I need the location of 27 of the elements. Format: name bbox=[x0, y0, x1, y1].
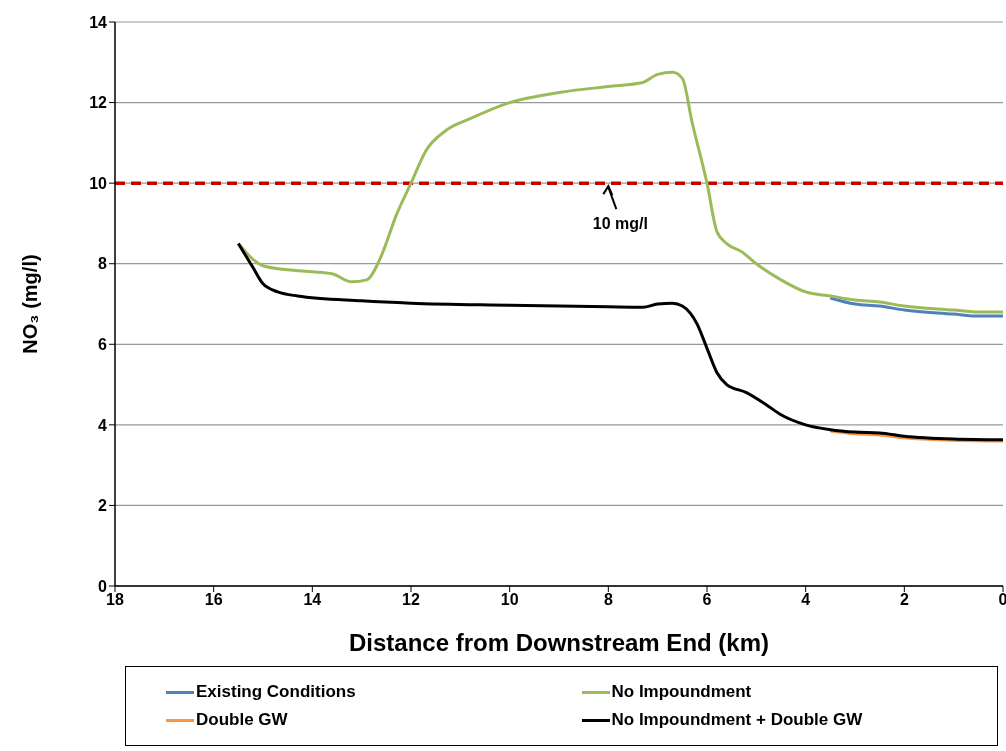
legend-label: Double GW bbox=[196, 710, 288, 730]
legend-label: Existing Conditions bbox=[196, 682, 356, 702]
x-tick-label: 12 bbox=[402, 591, 420, 609]
y-tick-label: 10 bbox=[89, 174, 108, 192]
x-axis-title: Distance from Downstream End (km) bbox=[348, 629, 770, 656]
x-tick-label: 8 bbox=[603, 591, 613, 609]
y-tick-label: 4 bbox=[98, 416, 108, 434]
line-series bbox=[828, 296, 1003, 318]
y-tick-label: 6 bbox=[98, 335, 108, 353]
x-tick-label: 14 bbox=[303, 591, 322, 609]
annotation: 10 mg/l bbox=[592, 215, 648, 233]
y-tick-label: 8 bbox=[98, 255, 108, 273]
y-tick-label: 12 bbox=[89, 94, 108, 112]
x-tick-label: 16 bbox=[204, 591, 223, 609]
y-tick-label: 14 bbox=[89, 13, 108, 31]
line-series bbox=[236, 242, 1003, 442]
x-tick-label: 2 bbox=[899, 591, 909, 609]
x-tick-label: 6 bbox=[702, 591, 712, 609]
x-tick-label: 10 bbox=[500, 591, 519, 609]
y-tick-label: 2 bbox=[98, 497, 108, 515]
legend-label: No Impoundment + Double GW bbox=[611, 710, 863, 730]
y-axis-title: NO₃ (mg/l) bbox=[19, 254, 42, 354]
x-tick-label: 0 bbox=[998, 591, 1006, 609]
x-tick-label: 4 bbox=[801, 591, 811, 609]
y-tick-label: 0 bbox=[98, 577, 108, 595]
x-tick-label: 18 bbox=[106, 591, 124, 609]
legend-label: No Impoundment bbox=[611, 682, 752, 702]
